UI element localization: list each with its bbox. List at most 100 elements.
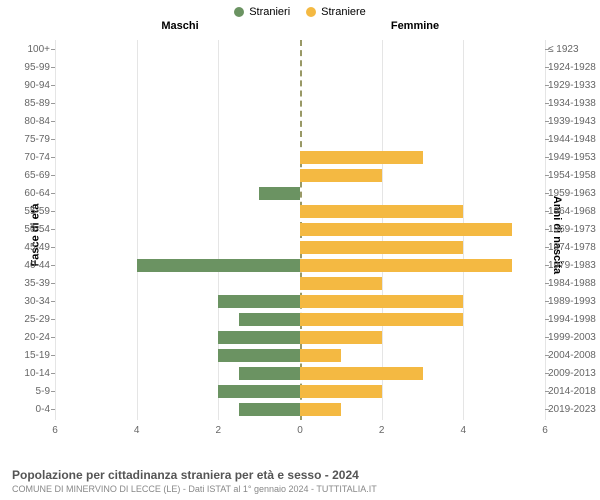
tick-mark bbox=[51, 175, 55, 176]
tick-mark bbox=[545, 85, 549, 86]
x-tick-label: 2 bbox=[379, 425, 385, 436]
bar-male bbox=[239, 403, 300, 416]
pyramid-row: 40-441979-1983 bbox=[55, 256, 545, 274]
legend-label-female: Straniere bbox=[321, 6, 366, 18]
bar-female bbox=[300, 277, 382, 290]
age-label-right: 2004-2008 bbox=[548, 350, 600, 361]
pyramid-row: 60-641959-1963 bbox=[55, 184, 545, 202]
bar-female bbox=[300, 241, 463, 254]
tick-mark bbox=[545, 337, 549, 338]
pyramid-row: 100+≤ 1923 bbox=[55, 40, 545, 58]
header-female-label: Femmine bbox=[300, 20, 530, 32]
tick-mark bbox=[51, 103, 55, 104]
tick-mark bbox=[545, 103, 549, 104]
bar-male bbox=[137, 259, 300, 272]
tick-mark bbox=[545, 373, 549, 374]
pyramid-row: 65-691954-1958 bbox=[55, 166, 545, 184]
x-tick-label: 4 bbox=[461, 425, 467, 436]
age-label-right: 1944-1948 bbox=[548, 134, 600, 145]
tick-mark bbox=[545, 391, 549, 392]
age-label-right: 1959-1963 bbox=[548, 188, 600, 199]
tick-mark bbox=[545, 229, 549, 230]
legend-swatch-male bbox=[234, 7, 244, 17]
x-tick-label: 6 bbox=[542, 425, 548, 436]
tick-mark bbox=[51, 301, 55, 302]
tick-mark bbox=[51, 193, 55, 194]
pyramid-row: 75-791944-1948 bbox=[55, 130, 545, 148]
tick-mark bbox=[51, 319, 55, 320]
bar-female bbox=[300, 223, 512, 236]
bar-male bbox=[218, 385, 300, 398]
tick-mark bbox=[51, 121, 55, 122]
age-label-right: 1939-1943 bbox=[548, 116, 600, 127]
pyramid-row: 30-341989-1993 bbox=[55, 292, 545, 310]
bar-male bbox=[259, 187, 300, 200]
age-label-left: 95-99 bbox=[5, 62, 50, 73]
tick-mark bbox=[545, 157, 549, 158]
age-label-left: 10-14 bbox=[5, 368, 50, 379]
tick-mark bbox=[51, 157, 55, 158]
age-label-right: 1949-1953 bbox=[548, 152, 600, 163]
bar-male bbox=[239, 367, 300, 380]
age-label-left: 30-34 bbox=[5, 296, 50, 307]
age-label-left: 70-74 bbox=[5, 152, 50, 163]
age-label-left: 15-19 bbox=[5, 350, 50, 361]
x-tick-label: 6 bbox=[52, 425, 58, 436]
pyramid-row: 45-491974-1978 bbox=[55, 238, 545, 256]
age-label-right: 1989-1993 bbox=[548, 296, 600, 307]
age-label-right: 1954-1958 bbox=[548, 170, 600, 181]
age-label-right: 1999-2003 bbox=[548, 332, 600, 343]
age-label-left: 0-4 bbox=[5, 404, 50, 415]
pyramid-row: 95-991924-1928 bbox=[55, 58, 545, 76]
tick-mark bbox=[545, 409, 549, 410]
bar-female bbox=[300, 367, 423, 380]
bar-female bbox=[300, 385, 382, 398]
age-label-left: 45-49 bbox=[5, 242, 50, 253]
tick-mark bbox=[51, 355, 55, 356]
chart-headers: Maschi Femmine bbox=[0, 20, 600, 40]
bar-female bbox=[300, 205, 463, 218]
header-male-label: Maschi bbox=[70, 20, 290, 32]
tick-mark bbox=[545, 265, 549, 266]
age-label-right: 1934-1938 bbox=[548, 98, 600, 109]
tick-mark bbox=[545, 247, 549, 248]
age-label-left: 90-94 bbox=[5, 80, 50, 91]
chart-footer: Popolazione per cittadinanza straniera p… bbox=[12, 468, 588, 494]
pyramid-row: 20-241999-2003 bbox=[55, 328, 545, 346]
tick-mark bbox=[51, 85, 55, 86]
pyramid-row: 55-591964-1968 bbox=[55, 202, 545, 220]
x-tick-label: 2 bbox=[216, 425, 222, 436]
bar-female bbox=[300, 151, 423, 164]
age-label-left: 40-44 bbox=[5, 260, 50, 271]
bar-female bbox=[300, 313, 463, 326]
tick-mark bbox=[545, 319, 549, 320]
tick-mark bbox=[545, 49, 549, 50]
bar-female bbox=[300, 349, 341, 362]
tick-mark bbox=[545, 139, 549, 140]
tick-mark bbox=[545, 175, 549, 176]
tick-mark bbox=[51, 49, 55, 50]
bar-female bbox=[300, 331, 382, 344]
tick-mark bbox=[545, 283, 549, 284]
age-label-right: 1994-1998 bbox=[548, 314, 600, 325]
bar-female bbox=[300, 169, 382, 182]
pyramid-row: 50-541969-1973 bbox=[55, 220, 545, 238]
pyramid-row: 5-92014-2018 bbox=[55, 382, 545, 400]
age-label-right: 2009-2013 bbox=[548, 368, 600, 379]
tick-mark bbox=[51, 283, 55, 284]
age-label-left: 35-39 bbox=[5, 278, 50, 289]
population-rows: 100+≤ 192395-991924-192890-941929-193385… bbox=[55, 40, 545, 420]
age-label-left: 75-79 bbox=[5, 134, 50, 145]
age-label-right: 2019-2023 bbox=[548, 404, 600, 415]
pyramid-row: 25-291994-1998 bbox=[55, 310, 545, 328]
age-label-right: 1929-1933 bbox=[548, 80, 600, 91]
tick-mark bbox=[51, 373, 55, 374]
age-label-right: 1974-1978 bbox=[548, 242, 600, 253]
tick-mark bbox=[545, 193, 549, 194]
chart-title: Popolazione per cittadinanza straniera p… bbox=[12, 468, 588, 482]
pyramid-row: 80-841939-1943 bbox=[55, 112, 545, 130]
tick-mark bbox=[51, 409, 55, 410]
age-label-right: 1979-1983 bbox=[548, 260, 600, 271]
age-label-left: 55-59 bbox=[5, 206, 50, 217]
age-label-right: 2014-2018 bbox=[548, 386, 600, 397]
